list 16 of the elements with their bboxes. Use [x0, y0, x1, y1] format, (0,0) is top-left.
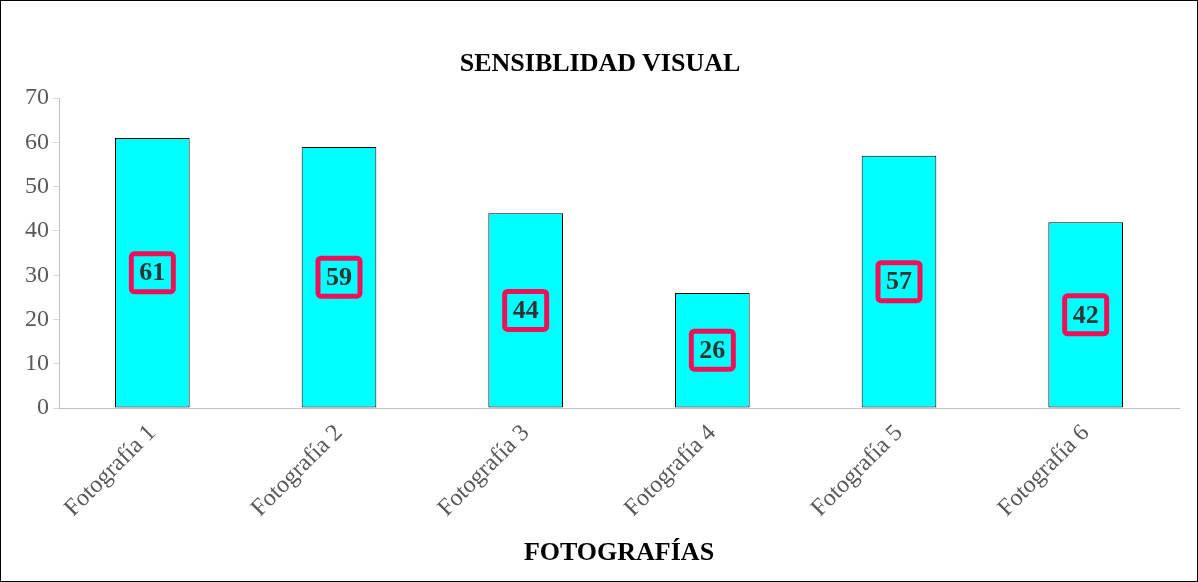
data-label: 57 [886, 266, 912, 296]
y-tick-label: 60 [25, 127, 49, 154]
chart-title: SENSIBLIDAD VISUAL [459, 48, 741, 78]
y-tick-label: 10 [25, 349, 49, 376]
data-label: 44 [512, 295, 539, 325]
y-tick-label: 70 [25, 83, 49, 110]
data-label: 26 [699, 334, 726, 364]
x-axis-title: FOTOGRAFÍAS [523, 537, 715, 567]
data-label: 61 [139, 257, 166, 287]
y-tick-label: 50 [25, 172, 49, 199]
y-tick-label: 20 [25, 304, 49, 331]
y-tick-label: 40 [25, 216, 49, 243]
y-tick-label: 30 [25, 260, 49, 287]
data-label: 59 [326, 261, 352, 291]
y-tick-label: 0 [37, 393, 49, 420]
data-label: 42 [1072, 299, 1099, 329]
